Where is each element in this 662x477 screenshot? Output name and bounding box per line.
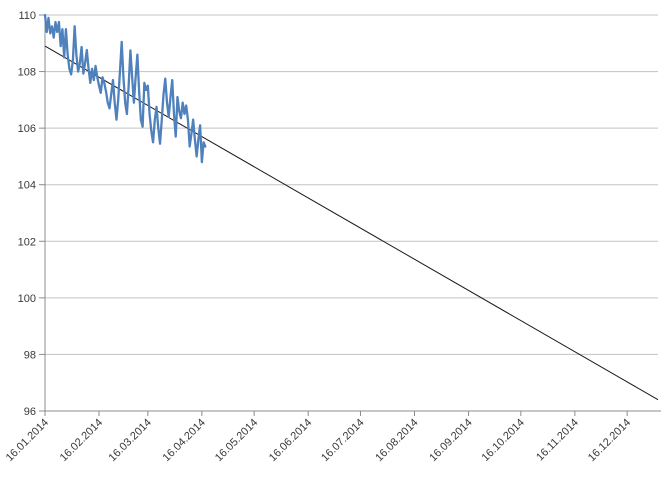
data-series-line (43, 13, 207, 164)
x-tick-label: 16.04.2014 (161, 417, 208, 464)
x-tick-label: 16.02.2014 (58, 417, 105, 464)
y-tick-label: 108 (18, 67, 36, 79)
y-tick-label: 102 (18, 236, 36, 248)
x-tick-label: 16.11.2014 (534, 417, 581, 464)
x-tick-label: 16.07.2014 (319, 417, 366, 464)
x-tick-label: 16.03.2014 (107, 417, 154, 464)
x-tick-label: 16.06.2014 (267, 417, 314, 464)
y-tick-label: 98 (24, 349, 36, 361)
y-tick-label: 106 (18, 123, 36, 135)
x-tick-label: 16.10.2014 (480, 417, 527, 464)
x-tick-label: 16.12.2014 (586, 417, 633, 464)
x-tick-label: 16.01.2014 (4, 417, 51, 464)
x-tick-label: 16.08.2014 (373, 417, 420, 464)
x-tick-label: 16.05.2014 (213, 417, 260, 464)
y-tick-label: 110 (18, 10, 36, 22)
y-tick-label: 100 (18, 293, 36, 305)
y-tick-label: 104 (18, 180, 36, 192)
trendline (44, 45, 659, 401)
x-tick-label: 16.09.2014 (427, 417, 474, 464)
y-tick-label: 96 (24, 406, 36, 418)
